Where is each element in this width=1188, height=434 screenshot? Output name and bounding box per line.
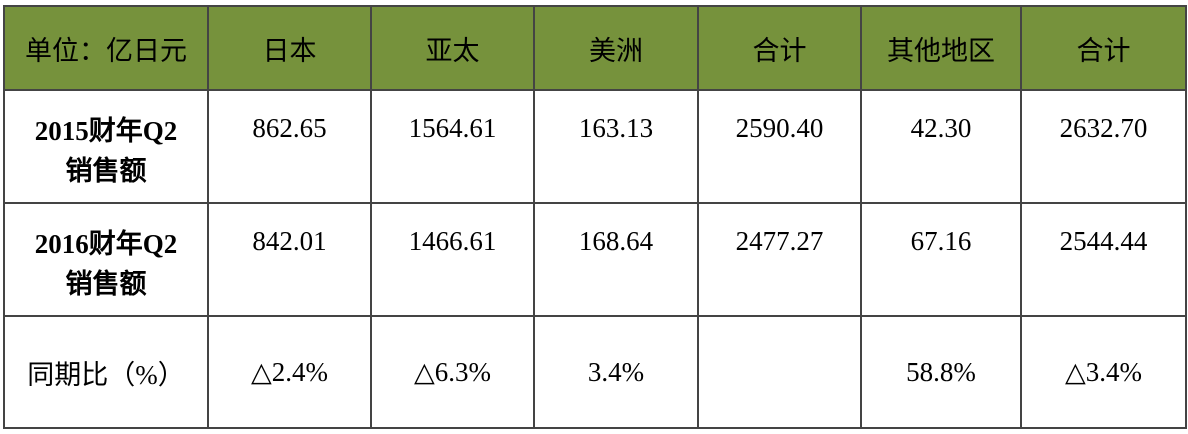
table-cell: △6.3% bbox=[370, 315, 535, 429]
sales-table: 单位：亿日元 日本 亚太 美洲 合计 其他地区 合计 2015财年Q2 销售额 8… bbox=[3, 5, 1187, 429]
table-cell: 163.13 bbox=[533, 89, 699, 204]
header-japan: 日本 bbox=[207, 5, 372, 91]
row-label: 2016财年Q2 销售额 bbox=[3, 202, 209, 317]
table-cell: 42.30 bbox=[860, 89, 1022, 204]
header-subtotal: 合计 bbox=[697, 5, 862, 91]
table-cell: 168.64 bbox=[533, 202, 699, 317]
table-row: 2016财年Q2 销售额 842.01 1466.61 168.64 2477.2… bbox=[3, 202, 1187, 317]
table-cell: 1564.61 bbox=[370, 89, 535, 204]
row-label-line1: 2015财年Q2 bbox=[34, 116, 178, 146]
header-total: 合计 bbox=[1020, 5, 1187, 91]
table-row: 同期比（%） △2.4% △6.3% 3.4% 58.8% △3.4% bbox=[3, 315, 1187, 429]
row-label-line1: 2016财年Q2 bbox=[34, 229, 178, 259]
table-cell: 67.16 bbox=[860, 202, 1022, 317]
table-cell: 58.8% bbox=[860, 315, 1022, 429]
table-cell: 2544.44 bbox=[1020, 202, 1187, 317]
header-other-regions: 其他地区 bbox=[860, 5, 1022, 91]
header-asia-pacific: 亚太 bbox=[370, 5, 535, 91]
row-label: 2015财年Q2 销售额 bbox=[3, 89, 209, 204]
table-cell: 2590.40 bbox=[697, 89, 862, 204]
table-row: 2015财年Q2 销售额 862.65 1564.61 163.13 2590.4… bbox=[3, 89, 1187, 204]
header-row: 单位：亿日元 日本 亚太 美洲 合计 其他地区 合计 bbox=[3, 5, 1187, 91]
row-label: 同期比（%） bbox=[3, 315, 209, 429]
table-cell: 2632.70 bbox=[1020, 89, 1187, 204]
table-cell: △3.4% bbox=[1020, 315, 1187, 429]
table-cell: 1466.61 bbox=[370, 202, 535, 317]
header-americas: 美洲 bbox=[533, 5, 699, 91]
table-cell: 3.4% bbox=[533, 315, 699, 429]
header-unit: 单位：亿日元 bbox=[3, 5, 209, 91]
table-cell: 2477.27 bbox=[697, 202, 862, 317]
row-label-line2: 销售额 bbox=[65, 156, 147, 186]
table-cell: 842.01 bbox=[207, 202, 372, 317]
row-label-line2: 销售额 bbox=[65, 269, 147, 299]
table-cell: 862.65 bbox=[207, 89, 372, 204]
table-cell bbox=[697, 315, 862, 429]
table-cell: △2.4% bbox=[207, 315, 372, 429]
